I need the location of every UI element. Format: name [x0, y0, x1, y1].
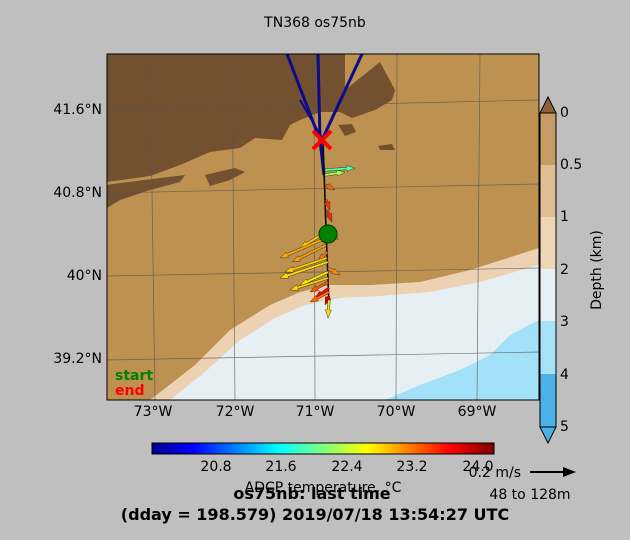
depth-tick: 4: [560, 367, 569, 383]
temp-colorbar: [151, 442, 495, 455]
map-area: [107, 54, 539, 400]
depth-colorbar-top-cap: [539, 95, 557, 114]
depth-tick: 1: [560, 209, 569, 225]
depth-band: [540, 113, 556, 165]
depth-band: [540, 165, 556, 217]
current-vector-arrow: [323, 199, 331, 211]
map-frame: [106, 53, 540, 401]
speed-scale-label: 0.2 m/s: [469, 465, 521, 481]
plot-title: TN368 os75nb: [263, 15, 366, 31]
current-vector-arrow: [324, 169, 346, 177]
temp-tick: 20.8: [200, 459, 231, 475]
current-vector-arrow: [327, 266, 341, 276]
current-vector-arrow: [325, 299, 332, 319]
depth-band: [540, 321, 556, 374]
lon-tick: 69°W: [458, 404, 497, 420]
abyssal-water: [385, 320, 539, 400]
temp-tick: 22.4: [331, 459, 362, 475]
current-vectors: [279, 165, 356, 319]
current-vector-arrow: [291, 243, 327, 263]
depth-colorbar: [539, 95, 557, 445]
depth-tick: 0.5: [560, 157, 582, 173]
graticule: [107, 54, 539, 400]
depth-colorbar-frame: [539, 112, 557, 428]
legend-start: start: [115, 368, 153, 384]
temp-tick: 24.0: [462, 459, 493, 475]
temp-colorbar-label: ADCP temperature, °C: [245, 480, 402, 496]
end-marker: [311, 129, 333, 151]
legend-end: end: [115, 383, 144, 399]
depth-tick: 0: [560, 105, 569, 121]
lon-tick: 73°W: [134, 404, 173, 420]
current-vector-arrow: [325, 183, 336, 191]
depth-range-label: 48 to 128m: [489, 487, 570, 503]
depth-colorbar-bottom-cap: [539, 426, 557, 445]
temp-tick: 21.6: [265, 459, 296, 475]
start-marker: [318, 224, 338, 244]
deep-water: [170, 265, 539, 400]
depth-tick: 5: [560, 419, 569, 435]
footer-line-1: os75nb: last time: [233, 484, 390, 503]
footer-line-2: (dday = 198.579) 2019/07/18 13:54:27 UTC: [121, 505, 509, 524]
current-vector-arrow: [309, 280, 329, 293]
lon-tick: 71°W: [296, 404, 335, 420]
depth-band: [540, 269, 556, 321]
lon-tick: 72°W: [216, 404, 255, 420]
current-vector-arrow: [289, 276, 329, 291]
current-vector-arrow: [324, 165, 356, 172]
lat-tick: 40.8°N: [53, 185, 102, 201]
current-vector-arrow: [309, 290, 330, 303]
current-vector-arrow: [279, 236, 327, 259]
depth-band: [540, 217, 556, 269]
current-vector-arrow: [325, 209, 333, 223]
depth-band: [540, 374, 556, 427]
current-vector-arrow: [284, 256, 328, 273]
depth-colorbar-label: Depth (km): [589, 230, 605, 310]
lat-tick: 41.6°N: [53, 102, 102, 118]
lat-tick: 39.2°N: [53, 351, 102, 367]
current-vector-arrow: [279, 260, 329, 279]
lat-tick: 40°N: [67, 268, 102, 284]
temp-tick: 23.2: [396, 459, 427, 475]
depth-tick: 3: [560, 314, 569, 330]
lon-tick: 70°W: [377, 404, 416, 420]
depth-tick: 2: [560, 262, 569, 278]
speed-scale-arrow: [530, 467, 576, 477]
land-dark: [107, 54, 395, 182]
